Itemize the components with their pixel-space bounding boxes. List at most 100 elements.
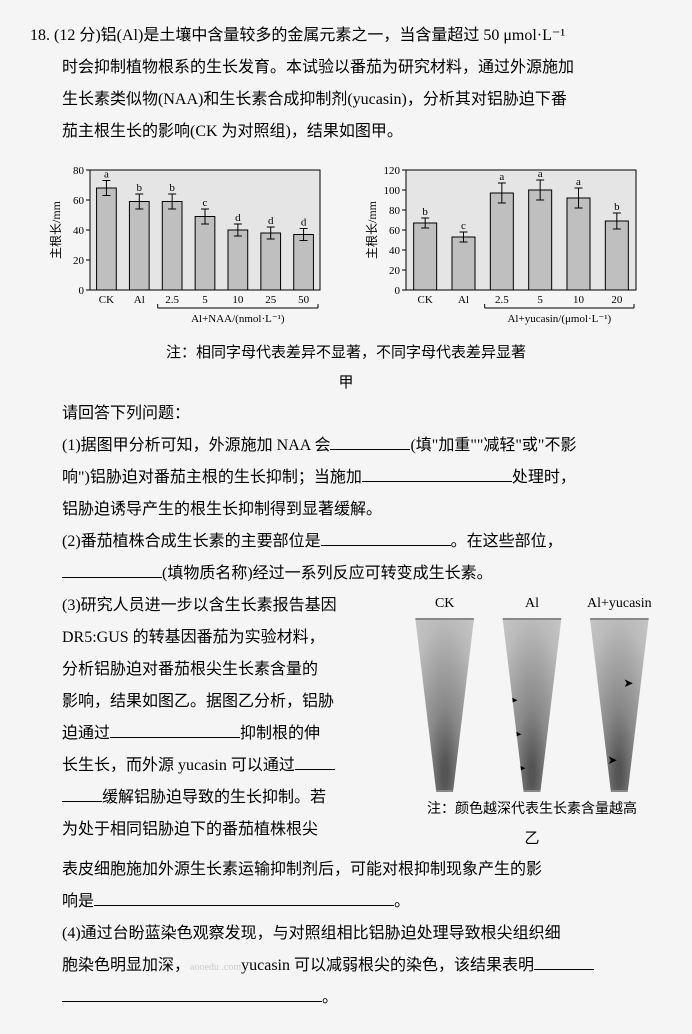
p3e: 迫通过 [62, 725, 110, 742]
stem-l2: 时会抑制植物根系的生长发育。本试验以番茄为研究材料，通过外源施加 [30, 52, 662, 84]
arrow-icon: ➤ [516, 756, 526, 780]
p1b: (填"加重""减轻"或"不影 [410, 437, 576, 454]
svg-text:40: 40 [73, 225, 85, 237]
root-aly: ➤ ➤ [577, 618, 661, 792]
p1e: 铝胁迫诱导产生的根生长抑制得到显著缓解。 [30, 494, 662, 526]
svg-text:25: 25 [265, 294, 277, 306]
part1-cont: 响")铝胁迫对番茄主根的生长抑制；当施加 处理时， [30, 462, 662, 494]
svg-text:主根长/mm: 主根长/mm [365, 200, 379, 259]
q-number: 18. [30, 27, 50, 44]
arrow-icon: ➤ [607, 748, 617, 772]
fig3-caption: 乙 [402, 824, 662, 854]
stem-l1: 铝(Al)是土壤中含量较多的金属元素之一，当含量超过 50 μmol·L⁻¹ [101, 27, 565, 44]
svg-text:2.5: 2.5 [165, 294, 179, 306]
p3j: 表皮细胞施加外源生长素运输抑制剂后，可能对根抑制现象产生的影 [30, 854, 662, 886]
blank-4b [62, 985, 322, 1002]
svg-text:c: c [461, 220, 466, 232]
blank-3c [94, 889, 394, 906]
arrow-icon: ➤ [508, 688, 518, 712]
p4a: (4)通过台盼蓝染色观察发现，与对照组相比铝胁迫处理导致根尖组织细 [30, 918, 662, 950]
svg-text:20: 20 [611, 294, 623, 306]
p3f: 抑制根的伸 [240, 725, 320, 742]
fig3-lab-ck: CK [402, 590, 487, 618]
p4c: yucasin 可以减弱根尖的染色，该结果表明 [241, 957, 534, 974]
chart-right: 020406080100120主根长/mmbCKcAla2.5a5a10b20A… [364, 158, 644, 328]
p1a: (1)据图甲分析可知，外源施加 NAA 会 [62, 437, 330, 454]
p3g: 长生长，而外源 yucasin 可以通过 [62, 757, 295, 774]
figure-yi: CK Al Al+yucasin ➤ ➤ ➤ ➤ ➤ 注：颜色越深代表生长素含量… [402, 590, 662, 854]
blank-2b [62, 561, 162, 578]
part2: (2)番茄植株合成生长素的主要部位是 。在这些部位， [30, 526, 662, 558]
svg-text:120: 120 [384, 165, 401, 177]
chart-note: 注：相同字母代表差异不显著，不同字母代表差异显著 [30, 338, 662, 368]
svg-text:60: 60 [73, 195, 85, 207]
p3h: 缓解铝胁迫导致的生长抑制。若 [102, 789, 326, 806]
root-ck [403, 618, 487, 792]
svg-text:2.5: 2.5 [495, 294, 509, 306]
svg-text:d: d [301, 217, 307, 229]
p2b: 。在这些部位， [451, 533, 563, 550]
blank-3a [110, 721, 240, 738]
svg-text:b: b [422, 206, 428, 218]
svg-text:5: 5 [202, 294, 208, 306]
svg-text:a: a [538, 168, 543, 180]
chart-left: 0 20 40 60 80 主根长/mm a CK b Al b 2.5 c 5 d 10 d 25 d 50 Al+N… [48, 158, 328, 328]
p4b: 胞染色明显加深， [62, 957, 190, 974]
p2a: (2)番茄植株合成生长素的主要部位是 [62, 533, 321, 550]
svg-text:60: 60 [389, 225, 401, 237]
svg-text:20: 20 [73, 255, 85, 267]
p1c: 响")铝胁迫对番茄主根的生长抑制；当施加 [62, 469, 362, 486]
svg-text:主根长/mm: 主根长/mm [49, 200, 63, 259]
svg-text:Al: Al [458, 294, 469, 306]
p1d: 处理时， [512, 469, 576, 486]
part2-cont: (填物质名称)经过一系列反应可转变成生长素。 [30, 558, 662, 590]
svg-text:10: 10 [573, 294, 585, 306]
answer-prompt: 请回答下列问题： [30, 398, 662, 430]
root-al: ➤ ➤ ➤ [490, 618, 574, 792]
chart-row: 0 20 40 60 80 主根长/mm a CK b Al b 2.5 c 5 d 10 d 25 d 50 Al+N… [30, 158, 662, 328]
svg-text:CK: CK [99, 294, 114, 306]
svg-text:d: d [268, 215, 274, 227]
fig3-labels: CK Al Al+yucasin [402, 590, 662, 618]
svg-text:Al: Al [134, 294, 145, 306]
blank-4a [534, 953, 594, 970]
svg-text:b: b [169, 182, 175, 194]
svg-text:c: c [203, 197, 208, 209]
svg-text:a: a [499, 171, 504, 183]
fig-label-jia: 甲 [30, 368, 662, 398]
svg-text:10: 10 [232, 294, 244, 306]
svg-text:0: 0 [395, 285, 401, 297]
svg-text:Al+yucasin/(μmol·L⁻¹): Al+yucasin/(μmol·L⁻¹) [507, 313, 611, 325]
p4-l3: 。 [30, 982, 662, 1014]
blank-1b [362, 465, 512, 482]
svg-text:20: 20 [389, 265, 401, 277]
fig3-note: 注：颜色越深代表生长素含量越高 [402, 796, 662, 824]
blank-2a [321, 529, 451, 546]
svg-text:100: 100 [384, 185, 401, 197]
svg-text:40: 40 [389, 245, 401, 257]
part1: (1)据图甲分析可知，外源施加 NAA 会 (填"加重""减轻"或"不影 [30, 430, 662, 462]
svg-text:CK: CK [418, 294, 433, 306]
arrow-icon: ➤ [512, 722, 522, 746]
svg-text:d: d [235, 212, 241, 224]
blank-1a [330, 433, 410, 450]
svg-text:50: 50 [298, 294, 310, 306]
svg-text:0: 0 [79, 285, 85, 297]
svg-text:b: b [614, 201, 620, 213]
p4d: 。 [322, 989, 338, 1006]
arrow-icon: ➤ [623, 671, 633, 695]
svg-text:80: 80 [73, 165, 85, 177]
fig3-images: ➤ ➤ ➤ ➤ ➤ [402, 618, 662, 792]
blank-3b2 [62, 785, 102, 802]
svg-text:b: b [137, 182, 143, 194]
fig3-lab-al: Al [489, 590, 574, 618]
watermark: aooedu .com [190, 962, 241, 973]
part3-wrap: CK Al Al+yucasin ➤ ➤ ➤ ➤ ➤ 注：颜色越深代表生长素含量… [30, 590, 662, 854]
svg-text:a: a [576, 176, 581, 188]
svg-text:a: a [104, 169, 109, 181]
svg-text:Al+NAA/(nmol·L⁻¹): Al+NAA/(nmol·L⁻¹) [191, 313, 285, 325]
p4-l2: 胞染色明显加深，aooedu .comyucasin 可以减弱根尖的染色，该结果… [30, 950, 662, 982]
stem-l3: 生长素类似物(NAA)和生长素合成抑制剂(yucasin)，分析其对铝胁迫下番 [30, 84, 662, 116]
q-points: (12 分) [54, 27, 101, 44]
fig3-lab-aly: Al+yucasin [577, 590, 662, 618]
